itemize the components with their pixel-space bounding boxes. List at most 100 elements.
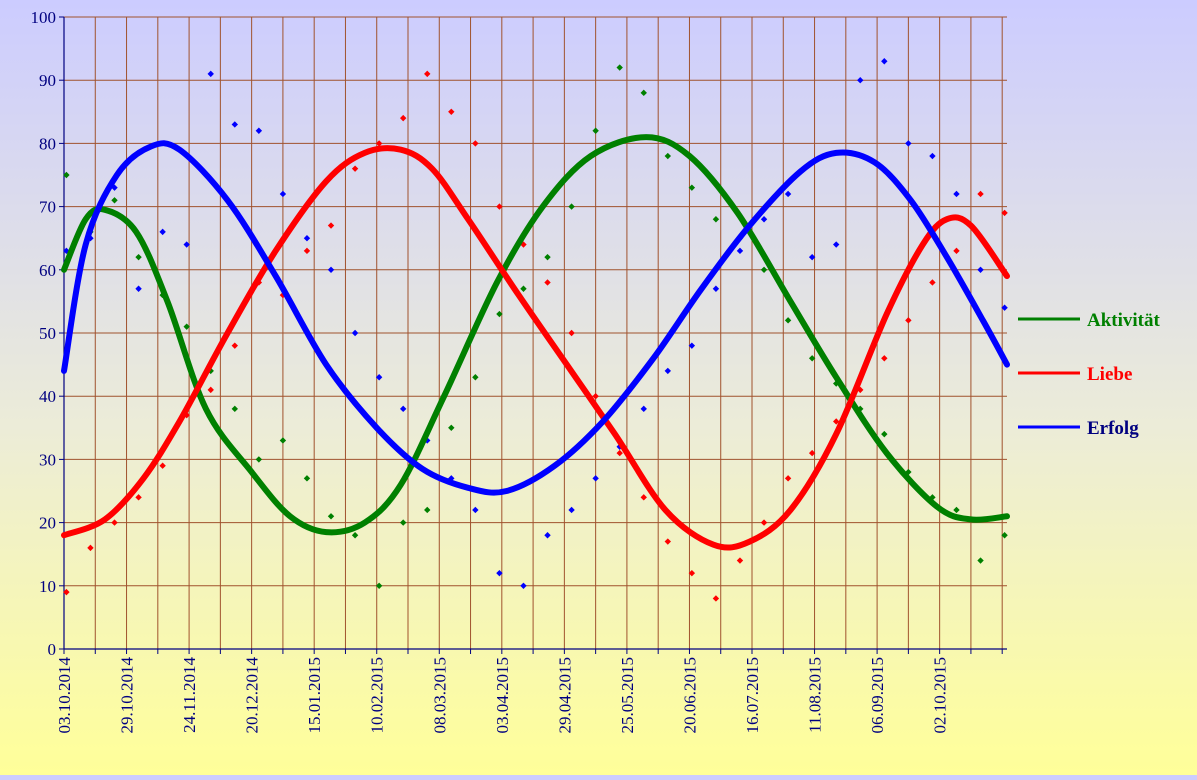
data-point-liebe xyxy=(327,222,335,229)
data-point-erfolg xyxy=(135,285,142,292)
y-tick-label: 100 xyxy=(31,8,57,27)
data-point-erfolg xyxy=(159,228,166,236)
data-point-liebe xyxy=(231,342,238,349)
data-point-erfolg xyxy=(544,532,551,539)
y-tick-label: 80 xyxy=(39,134,56,153)
data-point-liebe xyxy=(303,247,311,255)
data-point-liebe xyxy=(399,114,407,122)
data-point-erfolg xyxy=(279,190,287,198)
data-point-aktivit-t xyxy=(375,582,383,589)
data-point-aktivit-t xyxy=(760,266,768,273)
y-tick-label: 0 xyxy=(48,640,57,659)
data-point-aktivit-t xyxy=(351,532,359,539)
data-point-erfolg xyxy=(833,241,840,248)
data-point-liebe xyxy=(496,203,503,210)
data-point-erfolg xyxy=(977,266,984,273)
data-point-aktivit-t xyxy=(472,374,479,381)
legend-label-liebe: Liebe xyxy=(1087,364,1132,385)
data-point-erfolg xyxy=(808,253,816,261)
data-point-erfolg xyxy=(712,285,720,292)
data-point-liebe xyxy=(905,317,912,324)
x-tick-label: 10.02.2015 xyxy=(368,657,387,734)
x-tick-label: 03.10.2014 xyxy=(55,657,74,734)
data-point-erfolg xyxy=(905,140,912,147)
y-tick-label: 70 xyxy=(39,198,56,217)
data-point-liebe xyxy=(833,418,840,425)
data-point-liebe xyxy=(135,494,142,501)
tick-labels: 0 10 20 30 40 50 60 70 80 90 100 03.10.2014 29.10.20… xyxy=(31,8,950,734)
data-point-aktivit-t xyxy=(279,437,287,444)
data-point-liebe xyxy=(977,190,984,198)
data-point-liebe xyxy=(712,595,720,602)
data-point-aktivit-t xyxy=(688,184,696,191)
data-point-liebe xyxy=(688,569,696,577)
data-point-liebe xyxy=(111,519,118,526)
data-point-liebe xyxy=(448,108,455,115)
data-point-aktivit-t xyxy=(568,203,575,210)
data-point-liebe xyxy=(616,449,623,457)
x-tick-label: 06.09.2015 xyxy=(868,657,887,734)
x-tick-label: 08.03.2015 xyxy=(430,657,449,734)
data-point-erfolg xyxy=(784,190,792,198)
x-tick-label: 29.04.2015 xyxy=(555,657,574,734)
data-point-erfolg xyxy=(496,569,503,577)
data-point-liebe xyxy=(736,557,744,564)
x-tick-label: 16.07.2015 xyxy=(743,657,762,734)
x-tick-label: 03.04.2015 xyxy=(493,657,512,734)
data-point-aktivit-t xyxy=(111,197,118,204)
data-point-erfolg xyxy=(640,405,647,413)
data-point-erfolg xyxy=(568,506,575,514)
data-point-aktivit-t xyxy=(255,456,263,463)
data-point-erfolg xyxy=(760,216,768,223)
data-point-liebe xyxy=(568,329,575,337)
data-point-erfolg xyxy=(231,121,238,128)
data-point-aktivit-t xyxy=(63,171,70,179)
data-point-liebe xyxy=(375,140,383,147)
data-point-erfolg xyxy=(953,190,960,198)
data-point-aktivit-t xyxy=(977,557,984,564)
data-point-aktivit-t xyxy=(544,253,551,261)
data-point-liebe xyxy=(881,355,888,362)
data-point-aktivit-t xyxy=(953,506,960,514)
x-tick-label: 24.11.2014 xyxy=(180,657,199,733)
data-point-erfolg xyxy=(881,58,888,65)
data-point-aktivit-t xyxy=(424,506,431,514)
data-point-aktivit-t xyxy=(808,355,816,362)
data-point-erfolg xyxy=(399,405,407,413)
data-point-aktivit-t xyxy=(616,64,623,71)
data-point-aktivit-t xyxy=(881,430,888,438)
data-point-liebe xyxy=(1001,209,1008,217)
data-point-aktivit-t xyxy=(1001,532,1008,539)
y-tick-label: 60 xyxy=(39,261,56,280)
data-point-liebe xyxy=(929,279,936,286)
data-point-liebe xyxy=(760,519,768,526)
data-point-liebe xyxy=(664,538,672,545)
legend-label-aktivit-t: Aktivität xyxy=(1087,310,1161,331)
scatter-points xyxy=(63,58,1008,602)
legend: Aktivität Liebe Erfolg xyxy=(1018,310,1161,439)
data-point-liebe xyxy=(640,494,647,501)
y-tick-label: 30 xyxy=(39,450,56,469)
data-point-aktivit-t xyxy=(231,405,238,413)
y-tick-label: 20 xyxy=(39,514,56,533)
data-point-erfolg xyxy=(472,506,479,514)
data-point-aktivit-t xyxy=(712,216,720,223)
data-point-aktivit-t xyxy=(784,317,792,324)
y-tick-label: 40 xyxy=(39,387,56,406)
data-point-erfolg xyxy=(303,235,311,242)
data-point-liebe xyxy=(544,279,551,286)
data-point-erfolg xyxy=(255,127,263,134)
data-point-liebe xyxy=(63,588,70,596)
x-tick-label: 20.06.2015 xyxy=(680,657,699,734)
x-tick-label: 20.12.2014 xyxy=(243,657,262,734)
data-point-erfolg xyxy=(63,247,70,255)
data-point-erfolg xyxy=(520,582,527,589)
data-point-erfolg xyxy=(664,367,672,375)
x-tick-label: 25.05.2015 xyxy=(618,657,637,734)
data-point-liebe xyxy=(87,544,94,552)
data-point-erfolg xyxy=(375,374,383,381)
data-point-liebe xyxy=(592,393,599,400)
data-point-aktivit-t xyxy=(664,152,672,160)
